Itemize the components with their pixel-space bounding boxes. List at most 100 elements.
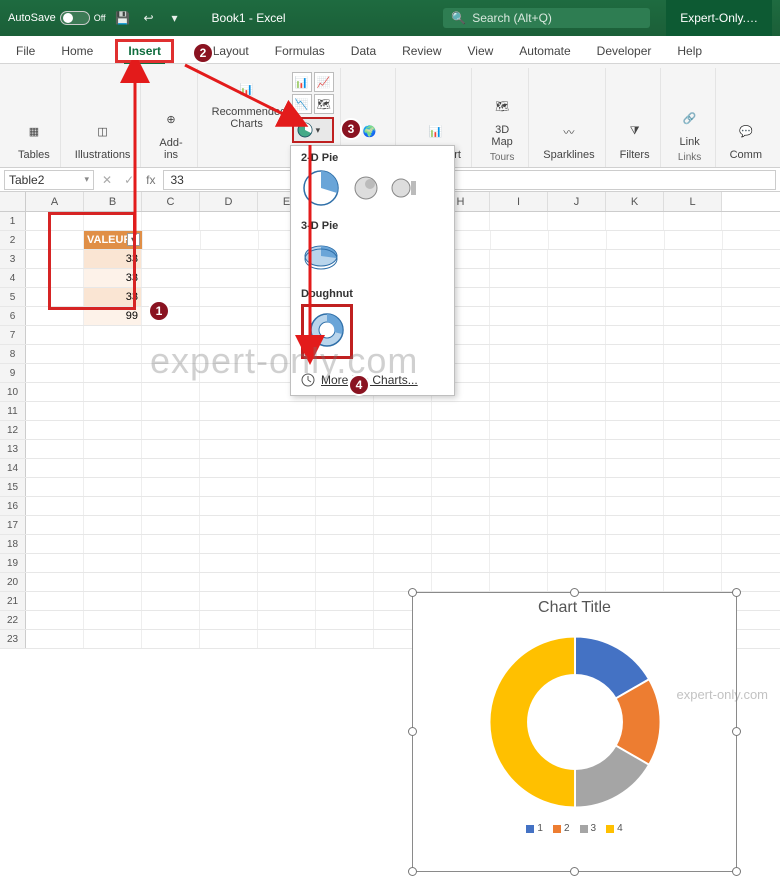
autosave-toggle[interactable]: AutoSave Off [8, 11, 106, 25]
group-addins: ⊕Add-ins [145, 68, 197, 167]
chart-title[interactable]: Chart Title [413, 593, 736, 623]
recommended-icon: 📊 [232, 74, 262, 104]
area-chart-icon[interactable]: 🗺 [314, 94, 334, 114]
column-header[interactable]: I [490, 192, 548, 211]
formula-input[interactable]: 33 [163, 170, 776, 190]
clock-icon [301, 373, 315, 387]
legend-item[interactable]: 4 [606, 823, 623, 834]
pie-2d-option[interactable] [301, 168, 341, 208]
table-row[interactable]: 12 [0, 421, 780, 440]
column-header[interactable]: D [200, 192, 258, 211]
doughnut-chart[interactable] [480, 627, 670, 817]
save-icon[interactable]: 💾 [114, 9, 132, 27]
column-header[interactable]: K [606, 192, 664, 211]
search-input[interactable] [472, 11, 642, 25]
autosave-label: AutoSave [8, 12, 56, 24]
tab-data[interactable]: Data [347, 44, 380, 63]
line-chart-icon[interactable]: 📈 [314, 72, 334, 92]
table-row[interactable]: 15 [0, 478, 780, 497]
filters-label: Filters [620, 149, 650, 161]
autosave-pill[interactable] [60, 11, 90, 25]
comment-button[interactable]: 💬Comm [726, 115, 766, 163]
pie-bar-option[interactable] [391, 173, 421, 203]
resize-handle[interactable] [570, 867, 579, 876]
link-button[interactable]: 🔗Link [671, 102, 709, 150]
table-row[interactable]: 13 [0, 440, 780, 459]
table-row[interactable]: 11 [0, 402, 780, 421]
tab-insert[interactable]: Insert [115, 39, 174, 63]
recommended-charts-button[interactable]: 📊Recommended Charts [208, 72, 286, 132]
resize-handle[interactable] [732, 727, 741, 736]
column-header[interactable]: B [84, 192, 142, 211]
doughnut-icon [307, 310, 347, 350]
table-row[interactable]: 17 [0, 516, 780, 535]
addins-icon: ⊕ [156, 105, 186, 135]
section-doughnut: Doughnut [291, 282, 454, 304]
table-row[interactable]: 19 [0, 554, 780, 573]
sparklines-button[interactable]: 〰Sparklines [539, 115, 598, 163]
cancel-icon[interactable]: ✕ [98, 173, 116, 187]
doughnut-option[interactable] [301, 304, 353, 359]
tab-help[interactable]: Help [673, 44, 706, 63]
resize-handle[interactable] [570, 588, 579, 597]
map3d-button[interactable]: 🗺3D Map [482, 90, 522, 150]
tab-home[interactable]: Home [57, 44, 97, 63]
autosave-state: Off [94, 13, 106, 23]
search-box[interactable]: 🔍 [443, 8, 650, 28]
tab-automate[interactable]: Automate [515, 44, 574, 63]
chevron-down-icon: ▾ [84, 174, 89, 185]
tab-formulas[interactable]: Formulas [271, 44, 329, 63]
legend-item[interactable]: 3 [580, 823, 597, 834]
select-all-corner[interactable] [0, 192, 26, 211]
pie-3d-option[interactable] [301, 236, 341, 276]
undo-icon[interactable]: ↩ [140, 9, 158, 27]
group-links: 🔗Link Links [665, 68, 716, 167]
resize-handle[interactable] [732, 867, 741, 876]
illustrations-button[interactable]: ◫Illustrations [71, 115, 135, 163]
tab-developer[interactable]: Developer [593, 44, 656, 63]
bar-chart-icon[interactable]: 📉 [292, 94, 312, 114]
column-header[interactable]: A [26, 192, 84, 211]
group-links-label: Links [678, 152, 701, 163]
map3d-icon: 🗺 [487, 92, 517, 122]
pie-chart-dropdown-button[interactable]: ▾ [292, 117, 334, 143]
more-pie-charts-link[interactable]: More Pie Charts... [291, 365, 454, 389]
table-row[interactable]: 20 [0, 573, 780, 592]
column-header[interactable]: J [548, 192, 606, 211]
resize-handle[interactable] [408, 588, 417, 597]
resize-handle[interactable] [408, 867, 417, 876]
tab-view[interactable]: View [464, 44, 498, 63]
tables-button[interactable]: ▦Tables [14, 115, 54, 163]
table-row[interactable]: 18 [0, 535, 780, 554]
chart-object[interactable]: Chart Title 1 2 3 4 [412, 592, 737, 872]
pie-chart-dropdown: 2-D Pie 3-D Pie Doughnut More Pie Charts… [290, 145, 455, 396]
table-row[interactable]: 16 [0, 497, 780, 516]
annotation-box-1 [48, 212, 136, 310]
enter-icon[interactable]: ✓ [120, 173, 138, 187]
legend-item[interactable]: 2 [553, 823, 570, 834]
redo-dropdown-icon[interactable]: ▾ [166, 9, 184, 27]
column-chart-icon[interactable]: 📊 [292, 72, 312, 92]
column-header[interactable]: L [664, 192, 722, 211]
callout-badge-3: 3 [340, 118, 362, 140]
legend-item[interactable]: 1 [526, 823, 543, 834]
search-icon: 🔍 [451, 11, 466, 25]
name-box[interactable]: Table2▾ [4, 170, 94, 190]
tab-file[interactable]: File [12, 44, 39, 63]
account-brand[interactable]: Expert-Only.… [666, 0, 772, 36]
pie-exploded-option[interactable] [351, 173, 381, 203]
chart-legend[interactable]: 1 2 3 4 [413, 823, 736, 834]
fx-label[interactable]: fx [142, 173, 159, 187]
filters-button[interactable]: ⧩Filters [616, 115, 654, 163]
section-3d-pie: 3-D Pie [291, 214, 454, 236]
comment-icon: 💬 [731, 117, 761, 147]
table-row[interactable]: 14 [0, 459, 780, 478]
ribbon-tabs: File Home Insert ge Layout Formulas Data… [0, 36, 780, 64]
section-2d-pie: 2-D Pie [291, 146, 454, 168]
resize-handle[interactable] [408, 727, 417, 736]
tab-review[interactable]: Review [398, 44, 445, 63]
resize-handle[interactable] [732, 588, 741, 597]
column-header[interactable]: C [142, 192, 200, 211]
addins-button[interactable]: ⊕Add-ins [151, 103, 190, 163]
tables-label: Tables [18, 149, 50, 161]
